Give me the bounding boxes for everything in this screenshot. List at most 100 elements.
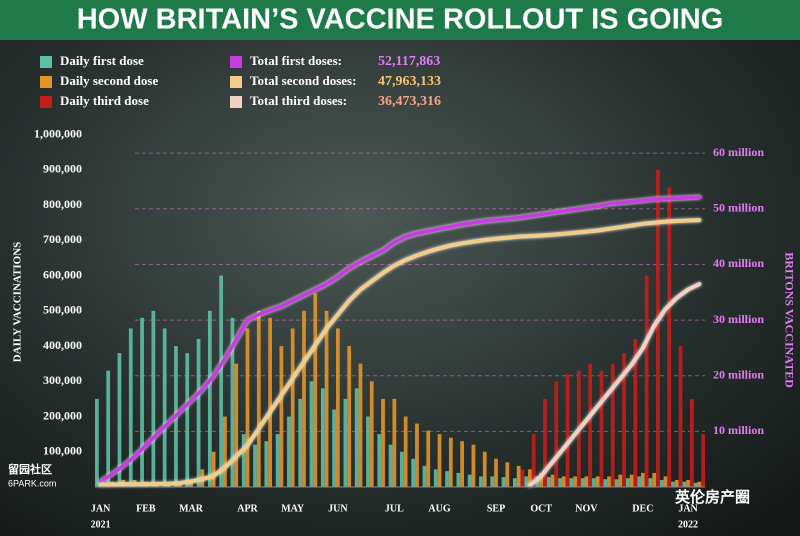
- grid: [135, 152, 705, 432]
- y2-tick-label: 10 million: [713, 423, 764, 437]
- y2-axis-title: BRITONS VACCINATED: [782, 252, 796, 388]
- bar: [640, 472, 645, 487]
- bar: [682, 481, 687, 487]
- bar: [279, 346, 284, 487]
- x-tick-label: OCT: [530, 503, 552, 514]
- title-band: [0, 0, 800, 40]
- bar: [671, 481, 675, 487]
- bar: [358, 363, 363, 487]
- bar: [554, 381, 559, 487]
- bar: [569, 478, 574, 487]
- bar: [241, 434, 246, 487]
- legend: Daily first dose Daily second dose Daily t…: [40, 53, 441, 109]
- bar: [302, 310, 306, 487]
- y-tick-label: 1,000,000: [34, 126, 82, 140]
- bar: [561, 476, 566, 487]
- bar: [501, 477, 506, 487]
- bar: [230, 317, 235, 487]
- legend-total: 36,473,316: [378, 94, 441, 109]
- legend-swatch: [40, 96, 52, 108]
- bar: [422, 465, 427, 487]
- legend-label: Daily second dose: [60, 73, 158, 88]
- x-tick-label: DEC: [632, 503, 653, 514]
- bar: [388, 444, 393, 487]
- y-tick-label: 800,000: [43, 197, 82, 211]
- y-tick-label: 500,000: [43, 303, 82, 317]
- bar: [106, 370, 111, 487]
- bar: [565, 374, 570, 487]
- line: [527, 282, 702, 488]
- bar: [332, 409, 336, 487]
- bar: [535, 476, 540, 487]
- bar: [592, 478, 596, 487]
- bar: [426, 430, 431, 487]
- bar: [151, 310, 156, 487]
- bar: [400, 451, 404, 487]
- legend-label: Total second doses:: [250, 73, 356, 88]
- y-tick-label: 400,000: [43, 338, 82, 352]
- bar: [610, 363, 615, 487]
- legend-label: Total first doses:: [250, 53, 342, 68]
- bar: [448, 437, 453, 487]
- bar: [411, 458, 416, 487]
- bar: [701, 434, 705, 487]
- bar: [531, 434, 536, 487]
- legend-total: 52,117,863: [378, 54, 440, 69]
- bar: [467, 474, 472, 487]
- x-tick-label: NOV: [575, 503, 598, 514]
- bar: [211, 451, 216, 487]
- bar: [599, 370, 604, 487]
- x-tick-label: JAN: [678, 503, 698, 514]
- x-tick-label: APR: [237, 503, 258, 514]
- y-tick-label: 300,000: [43, 373, 82, 387]
- bar: [686, 479, 690, 487]
- bar: [456, 472, 461, 487]
- bar: [460, 441, 465, 487]
- y2-tick-label: 50 million: [713, 201, 764, 215]
- axes: 100,000 200,000 300,000 400,000 500,000 600,0…: [34, 126, 764, 530]
- x-year-label: 2021: [91, 519, 111, 530]
- legend-label: Daily first dose: [60, 53, 144, 68]
- legend-swatch: [40, 76, 52, 88]
- x-tick-label: FEB: [136, 503, 156, 514]
- bar: [505, 462, 510, 487]
- bar: [320, 388, 325, 487]
- bar: [369, 381, 374, 487]
- bar: [207, 310, 212, 487]
- bar: [637, 476, 641, 487]
- bar: [693, 482, 698, 487]
- bar: [667, 187, 672, 487]
- y-tick-label: 700,000: [43, 232, 82, 246]
- legend-label: Total third doses:: [250, 93, 347, 108]
- bar: [595, 476, 600, 487]
- bar: [313, 293, 318, 487]
- line: [98, 218, 702, 487]
- legend-swatch: [40, 56, 52, 68]
- bar: [479, 476, 483, 487]
- bar: [196, 339, 201, 487]
- bar: [140, 317, 144, 487]
- bar: [347, 346, 352, 487]
- bar: [287, 416, 291, 487]
- bar: [678, 346, 683, 487]
- x-tick-label: MAY: [281, 503, 305, 514]
- bar: [512, 478, 517, 487]
- bar: [245, 328, 250, 487]
- bar: [256, 310, 261, 487]
- lines: [98, 195, 702, 488]
- legend-label: Daily third dose: [60, 93, 149, 108]
- bar: [573, 476, 577, 487]
- bar: [275, 434, 280, 487]
- bar: [445, 471, 449, 487]
- bar: [618, 474, 623, 487]
- bar: [298, 398, 303, 487]
- chart-title: HOW BRITAIN’S VACCINE ROLLOUT IS GOING: [77, 4, 724, 36]
- bar: [223, 416, 227, 487]
- bar: [377, 434, 382, 487]
- bar: [471, 444, 476, 487]
- bar: [219, 275, 224, 487]
- bar: [290, 328, 295, 487]
